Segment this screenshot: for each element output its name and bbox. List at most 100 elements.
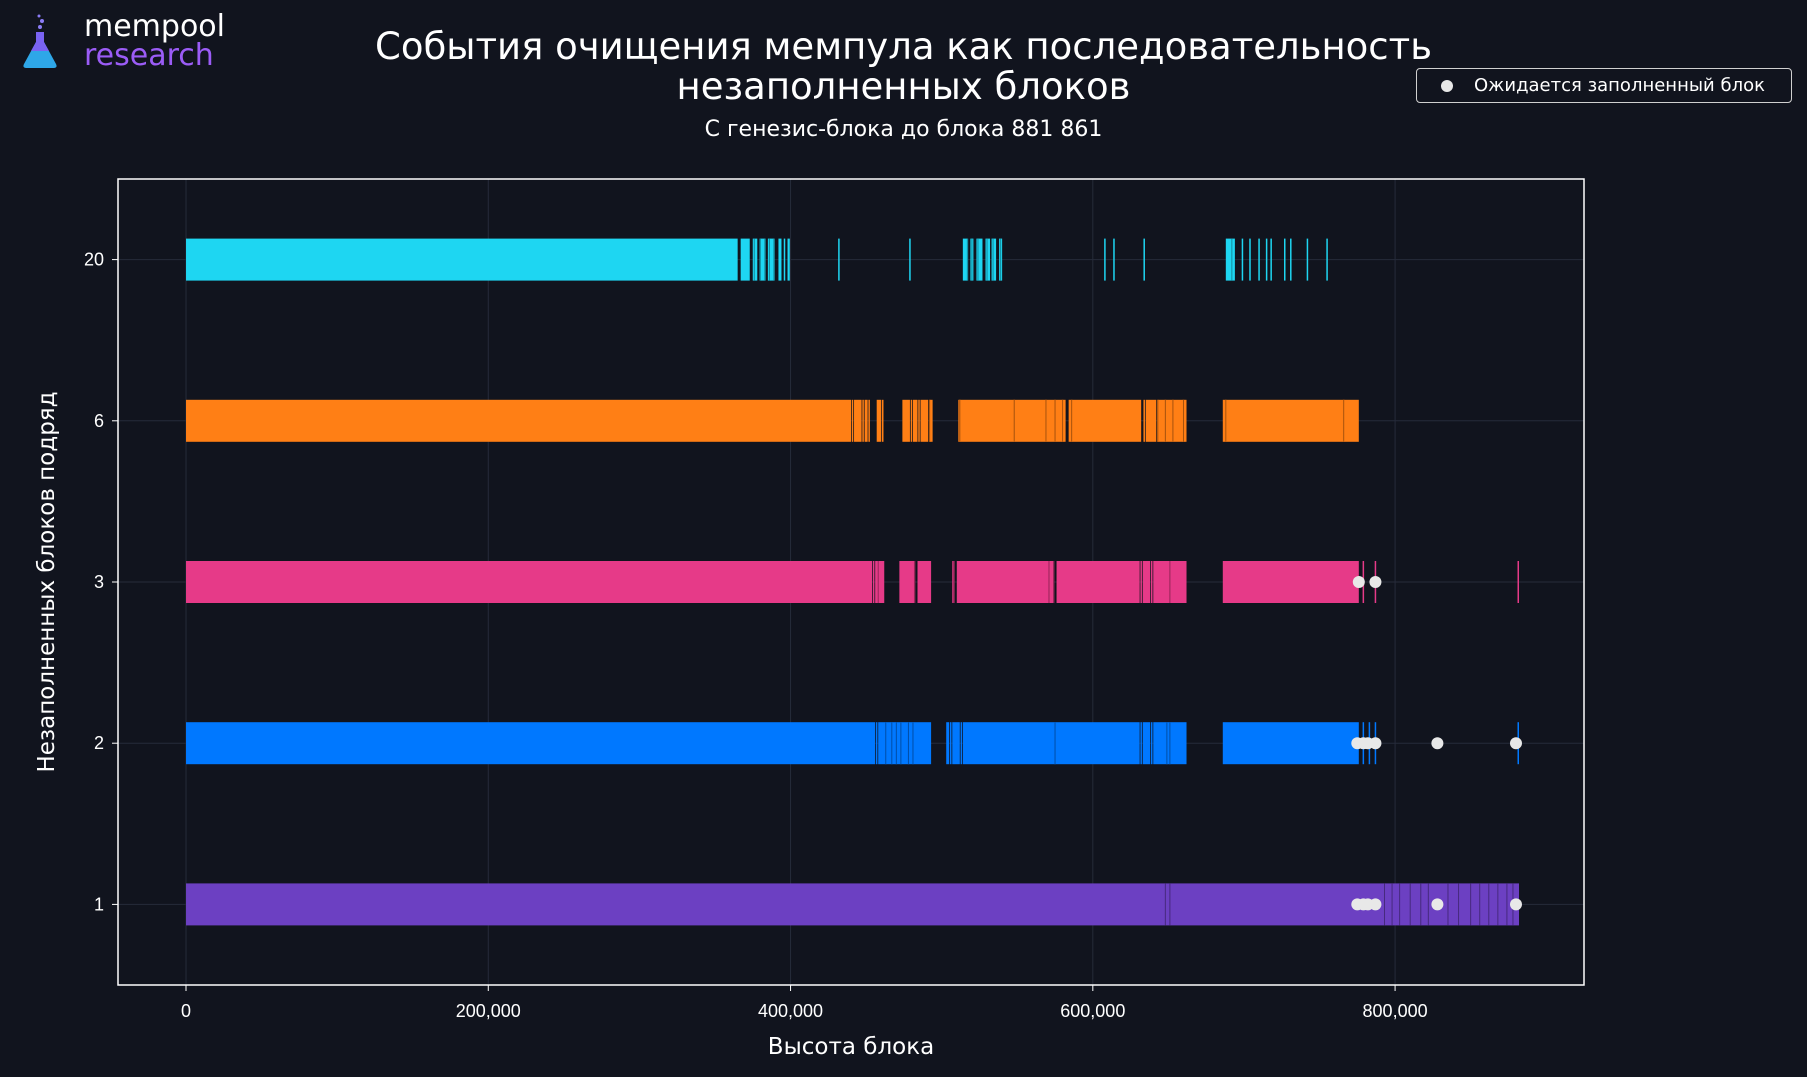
series-event-mark [1157,399,1159,442]
series-event-mark [907,722,910,765]
series-event-divider [1157,399,1159,442]
series-event-mark [1225,399,1227,442]
series-bar-segment [912,399,918,442]
series-event-mark [960,722,963,765]
series-event-mark [986,238,988,281]
series-event-mark [971,238,973,281]
series-event-mark [953,561,955,603]
series-event-mark [862,399,864,442]
series-bar-segment [186,561,873,603]
series-event-mark [1427,883,1430,926]
series-event-mark [1104,238,1106,281]
series-bar-segment [946,722,950,765]
series-event-divider [1045,399,1047,442]
series-event-divider [891,722,893,765]
series-event-mark [1164,883,1167,926]
series-event-mark [1241,238,1244,281]
x-tick-label: 800,000 [1363,1001,1428,1021]
series-bar-segment [1145,399,1157,442]
series-bar-segment [962,722,1140,765]
series-event-mark [977,238,979,281]
mempool-research-logo: mempool research [22,12,252,72]
series-event-mark [895,722,898,765]
y-tick-label: 20 [84,250,104,270]
series-event-mark [1052,561,1055,603]
chart-legend: Ожидается заполненный блок [1416,68,1792,103]
series-event-mark [838,238,840,281]
series-event-mark [992,238,994,281]
series-event-divider [992,238,994,281]
series-event-divider [773,238,775,281]
series-bar-segment [917,561,932,603]
series-event-mark [1164,399,1167,442]
expected-full-block-marker [1509,898,1522,911]
series-bar-segment [186,722,876,765]
series-event-mark [1409,883,1411,926]
series-bar-segment [752,238,758,281]
flask-icon [23,14,57,68]
x-tick-label: 400,000 [758,1001,823,1021]
series-bar-segment [1222,722,1359,765]
series-event-mark [912,722,914,765]
series-event-mark [1169,722,1171,765]
series-event-divider [1169,561,1171,603]
series-event-divider [907,722,909,765]
series-event-mark [1398,883,1401,926]
expected-full-block-marker [1431,737,1444,750]
series-event-divider [1062,399,1064,442]
series-event-divider [971,238,973,281]
series-bar-segment [991,238,997,281]
series-event-mark [1143,238,1145,281]
series-event-mark [1497,883,1499,926]
series-bar-segment [956,561,1054,603]
series-event-mark [909,238,911,281]
series-event-mark [910,399,913,442]
series-event-divider [877,561,879,603]
series-event-mark [1270,238,1272,281]
series-event-mark [753,238,756,281]
series-bar-segment [1142,561,1151,603]
series-bar-segment [1222,399,1359,442]
y-tick-label: 6 [94,411,104,431]
legend-marker [1441,79,1453,92]
series-event-divider [1169,883,1171,926]
series-event-divider [913,561,915,603]
series-event-mark [918,399,920,442]
series-event-divider [1409,883,1411,926]
series-event-mark [1070,399,1073,442]
series-event-divider [1384,883,1386,926]
series-bar-segment [787,238,790,281]
series-bar-segment [740,238,750,281]
series-event-mark [1166,722,1168,765]
series-event-divider [1391,883,1393,926]
series-bar-segment [186,238,738,281]
series-bar-segment [920,399,929,442]
series-event-mark [1231,238,1233,281]
series-event-mark [872,561,875,603]
series-event-mark [1054,722,1056,765]
logo-word-research: research [84,38,214,73]
series-event-mark [1013,399,1015,442]
series-event-mark [891,722,893,765]
series-event-mark [851,399,854,442]
expected-full-block-marker [1509,737,1522,750]
series-event-divider [1071,399,1073,442]
series-bar-segment [767,238,774,281]
series-bar-segment [899,561,915,603]
logo-word-mempool: mempool [84,9,225,44]
series-event-mark [959,399,961,442]
series-event-mark [1140,722,1142,765]
series-event-mark [900,722,902,765]
series-event-mark [1054,399,1056,442]
series-bar-segment [778,238,782,281]
series-event-divider [900,722,902,765]
series-event-mark [966,238,969,281]
series-event-mark [1169,883,1171,926]
x-tick-label: 600,000 [1060,1001,1125,1021]
series-event-divider [1470,883,1472,926]
series-bar-segment [1225,238,1235,281]
series-event-mark [1151,722,1153,765]
series-bar-segment [952,722,960,765]
series-event-divider [986,238,988,281]
